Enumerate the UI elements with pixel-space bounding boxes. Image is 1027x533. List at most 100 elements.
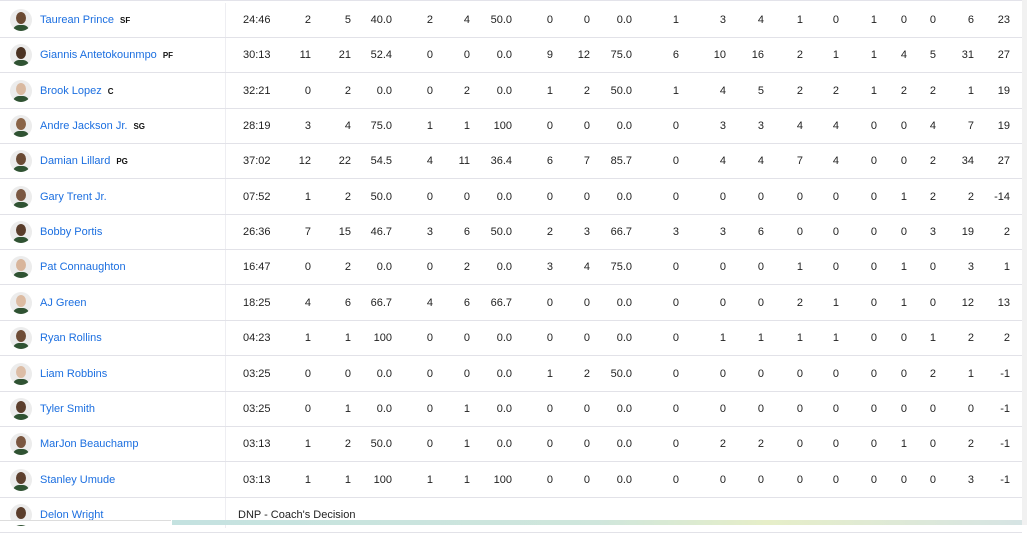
cell-fta: 0 bbox=[583, 296, 590, 309]
cell-3pm: 0 bbox=[426, 84, 433, 97]
player-avatar bbox=[10, 327, 32, 350]
cell-3pm: 4 bbox=[426, 155, 433, 168]
cell-dreb: 0 bbox=[719, 473, 726, 486]
cell-reb: 5 bbox=[757, 84, 764, 97]
cell-3pm: 0 bbox=[426, 367, 433, 380]
cell-fgm: 4 bbox=[304, 296, 311, 309]
player-avatar bbox=[10, 185, 32, 208]
player-name-link[interactable]: Andre Jackson Jr. SG bbox=[40, 120, 145, 132]
cell-min: 03:25 bbox=[243, 367, 271, 380]
cell-blk: 0 bbox=[870, 296, 877, 309]
cell-pts: 34 bbox=[961, 155, 974, 168]
cell-plus-minus: -1 bbox=[1000, 438, 1010, 451]
avatar-jersey bbox=[13, 201, 29, 208]
cell-fg-pct: 0.0 bbox=[376, 402, 392, 415]
cell-min: 07:52 bbox=[243, 190, 271, 203]
cell-oreb: 3 bbox=[672, 226, 679, 239]
cell-ft-pct: 75.0 bbox=[610, 49, 632, 62]
avatar-face bbox=[16, 471, 26, 484]
cell-ftm: 2 bbox=[546, 226, 553, 239]
cell-fta: 7 bbox=[583, 155, 590, 168]
cell-pts: 31 bbox=[961, 49, 974, 62]
cell-fgm: 3 bbox=[304, 120, 311, 133]
cell-blk: 0 bbox=[870, 438, 877, 451]
player-name-link[interactable]: Gary Trent Jr. bbox=[40, 191, 107, 203]
cell-plus-minus: 19 bbox=[997, 84, 1010, 97]
player-name-link[interactable]: Taurean Prince SF bbox=[40, 14, 130, 26]
cell-ft-pct: 75.0 bbox=[610, 261, 632, 274]
player-name-link[interactable]: Tyler Smith bbox=[40, 403, 95, 415]
player-name-link[interactable]: Liam Robbins bbox=[40, 368, 107, 380]
cell-to: 0 bbox=[900, 120, 907, 133]
cell-fg-pct: 40.0 bbox=[370, 14, 392, 26]
cell-3p-pct: 0.0 bbox=[496, 49, 512, 62]
cell-pf: 0 bbox=[929, 14, 936, 26]
cell-stl: 0 bbox=[832, 190, 839, 203]
player-avatar bbox=[10, 397, 32, 420]
cell-to: 0 bbox=[900, 332, 907, 345]
cell-blk: 1 bbox=[870, 84, 877, 97]
cell-3pa: 6 bbox=[463, 296, 470, 309]
cell-fta: 4 bbox=[583, 261, 590, 274]
cell-pts: 12 bbox=[961, 296, 974, 309]
player-name: Giannis Antetokounmpo bbox=[40, 49, 157, 62]
player-row: AJ Green 18:25 4 6 66.7 4 6 66.7 0 0 0.0 0 0 0 2 1 0 1 0 12… bbox=[0, 286, 1022, 321]
cell-pf: 2 bbox=[929, 190, 936, 203]
cell-3p-pct: 100 bbox=[493, 473, 512, 486]
cell-fgm: 0 bbox=[304, 402, 311, 415]
cell-reb: 0 bbox=[757, 296, 764, 309]
player-name-link[interactable]: AJ Green bbox=[40, 297, 86, 309]
cell-oreb: 0 bbox=[672, 473, 679, 486]
cell-3pa: 11 bbox=[458, 155, 470, 168]
avatar-face bbox=[16, 188, 26, 201]
player-row: MarJon Beauchamp 03:13 1 2 50.0 0 1 0.0 0 0 0.0 0 2 2… bbox=[0, 427, 1022, 463]
cell-ftm: 9 bbox=[546, 49, 553, 62]
player-name-link[interactable]: Giannis Antetokounmpo PF bbox=[40, 49, 173, 61]
cell-3pa: 0 bbox=[463, 49, 470, 62]
cell-fg-pct: 66.7 bbox=[370, 296, 392, 309]
cell-pts: 2 bbox=[967, 190, 974, 203]
player-name-link[interactable]: Brook Lopez C bbox=[40, 85, 114, 97]
cell-fga: 1 bbox=[344, 332, 351, 345]
cell-stl: 1 bbox=[832, 296, 839, 309]
player-name: AJ Green bbox=[40, 296, 87, 309]
cell-ft-pct: 66.7 bbox=[610, 226, 632, 239]
cell-3pm: 0 bbox=[426, 190, 433, 203]
avatar-face bbox=[16, 400, 26, 413]
player-name-link[interactable]: Delon Wright bbox=[40, 509, 103, 521]
cell-fg-pct: 46.7 bbox=[370, 226, 392, 239]
cell-plus-minus: 1 bbox=[1003, 261, 1010, 274]
cell-to: 0 bbox=[900, 473, 907, 486]
cell-plus-minus: -1 bbox=[1000, 402, 1010, 415]
player-name-link[interactable]: Damian Lillard PG bbox=[40, 155, 128, 167]
cell-fgm: 0 bbox=[304, 84, 311, 97]
cell-ast: 0 bbox=[796, 438, 803, 451]
avatar-face bbox=[16, 82, 26, 95]
cell-to: 0 bbox=[900, 155, 907, 168]
cell-3pm: 0 bbox=[426, 261, 433, 274]
cell-pf: 3 bbox=[929, 226, 936, 239]
avatar-face bbox=[16, 12, 26, 24]
cell-dreb: 0 bbox=[719, 296, 726, 309]
player-name: Gary Trent Jr. bbox=[40, 190, 107, 203]
player-name-link[interactable]: Stanley Umude bbox=[40, 474, 115, 486]
cell-ast: 0 bbox=[796, 402, 803, 415]
player-name-link[interactable]: Bobby Portis bbox=[40, 226, 102, 238]
cell-dreb: 4 bbox=[719, 84, 726, 97]
player-avatar bbox=[10, 468, 32, 491]
cell-dreb: 0 bbox=[719, 402, 726, 415]
cell-fga: 6 bbox=[344, 296, 351, 309]
cell-ftm: 0 bbox=[546, 120, 553, 133]
player-name: Bobby Portis bbox=[40, 226, 103, 239]
player-name-link[interactable]: Ryan Rollins bbox=[40, 332, 102, 344]
scrollbar[interactable] bbox=[1022, 0, 1027, 525]
player-name-link[interactable]: Pat Connaughton bbox=[40, 261, 126, 273]
cell-ftm: 1 bbox=[546, 367, 553, 380]
player-name-link[interactable]: MarJon Beauchamp bbox=[40, 438, 138, 450]
cell-oreb: 1 bbox=[672, 84, 679, 97]
player-name: Ryan Rollins bbox=[40, 332, 102, 345]
cell-fg-pct: 54.5 bbox=[370, 155, 392, 168]
position-badge: C bbox=[107, 86, 114, 96]
player-row: Gary Trent Jr. 07:52 1 2 50.0 0 0 0.0 0 0 0.0 0 0 0 0 0… bbox=[0, 180, 1022, 215]
avatar-face bbox=[16, 259, 26, 272]
